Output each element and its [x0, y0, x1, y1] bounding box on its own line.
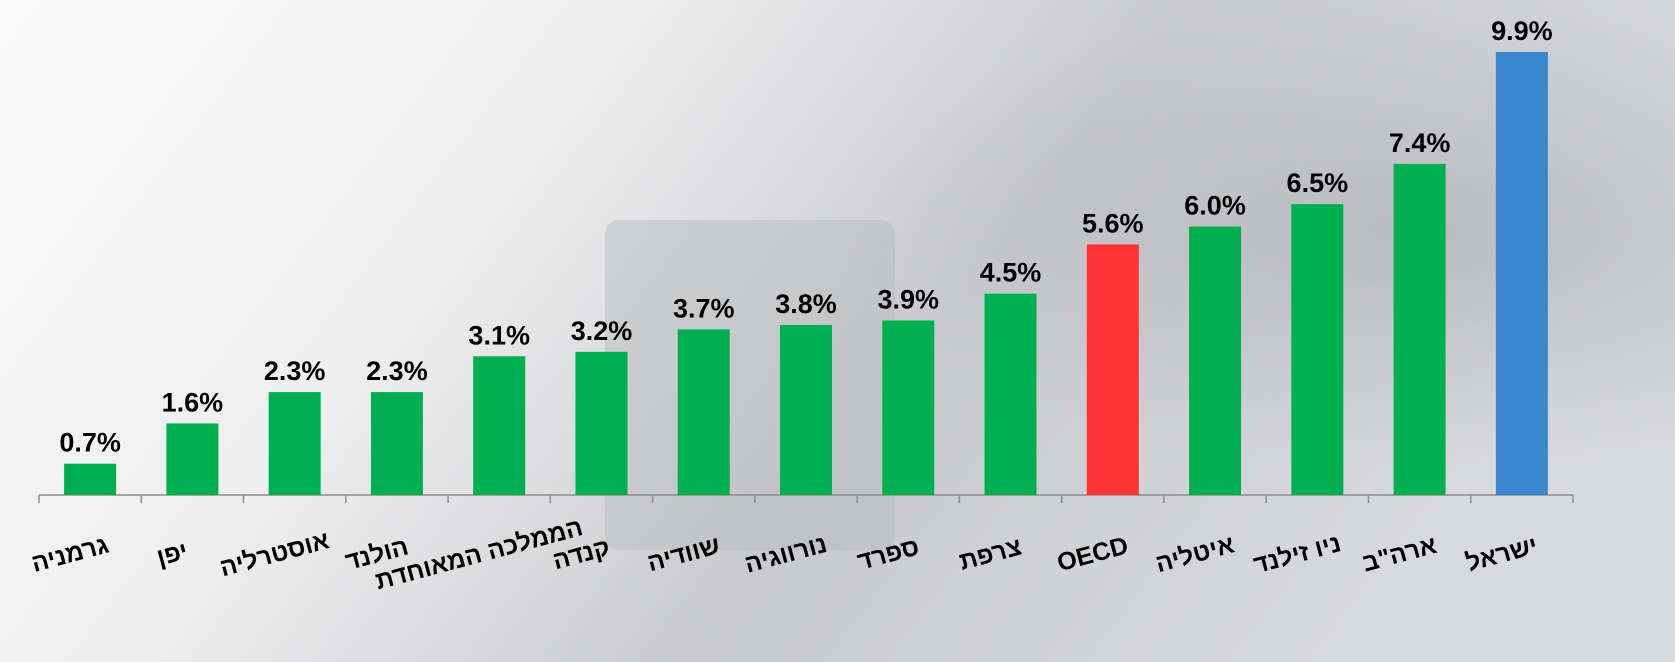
bar — [268, 392, 321, 495]
data-label: 3.8% — [775, 289, 837, 319]
data-label: 7.4% — [1389, 128, 1451, 158]
bar — [166, 423, 219, 495]
data-label: 3.7% — [673, 293, 735, 323]
data-label: 0.7% — [59, 428, 121, 458]
bar — [780, 324, 832, 495]
data-label: 3.2% — [571, 316, 633, 346]
data-label: 1.6% — [162, 387, 224, 417]
bar — [1291, 204, 1344, 495]
data-label: 3.1% — [468, 320, 530, 350]
bar — [1393, 163, 1446, 495]
bar — [984, 293, 1037, 495]
data-label: 3.9% — [877, 284, 939, 314]
bar — [882, 320, 935, 495]
bar — [1189, 226, 1242, 496]
background-laptop — [605, 220, 895, 550]
data-label: 2.3% — [366, 356, 428, 386]
bar — [370, 392, 423, 495]
bar — [1086, 244, 1139, 495]
bar — [575, 351, 628, 495]
bar — [64, 463, 117, 495]
data-label: 6.0% — [1184, 191, 1246, 221]
data-label: 2.3% — [264, 356, 326, 386]
data-label: 9.9% — [1491, 16, 1553, 46]
bar — [1495, 52, 1548, 495]
bar — [677, 329, 730, 495]
bar — [473, 356, 526, 495]
data-label: 6.5% — [1287, 168, 1349, 198]
data-label: 4.5% — [980, 258, 1042, 288]
data-label: 5.6% — [1082, 208, 1144, 238]
